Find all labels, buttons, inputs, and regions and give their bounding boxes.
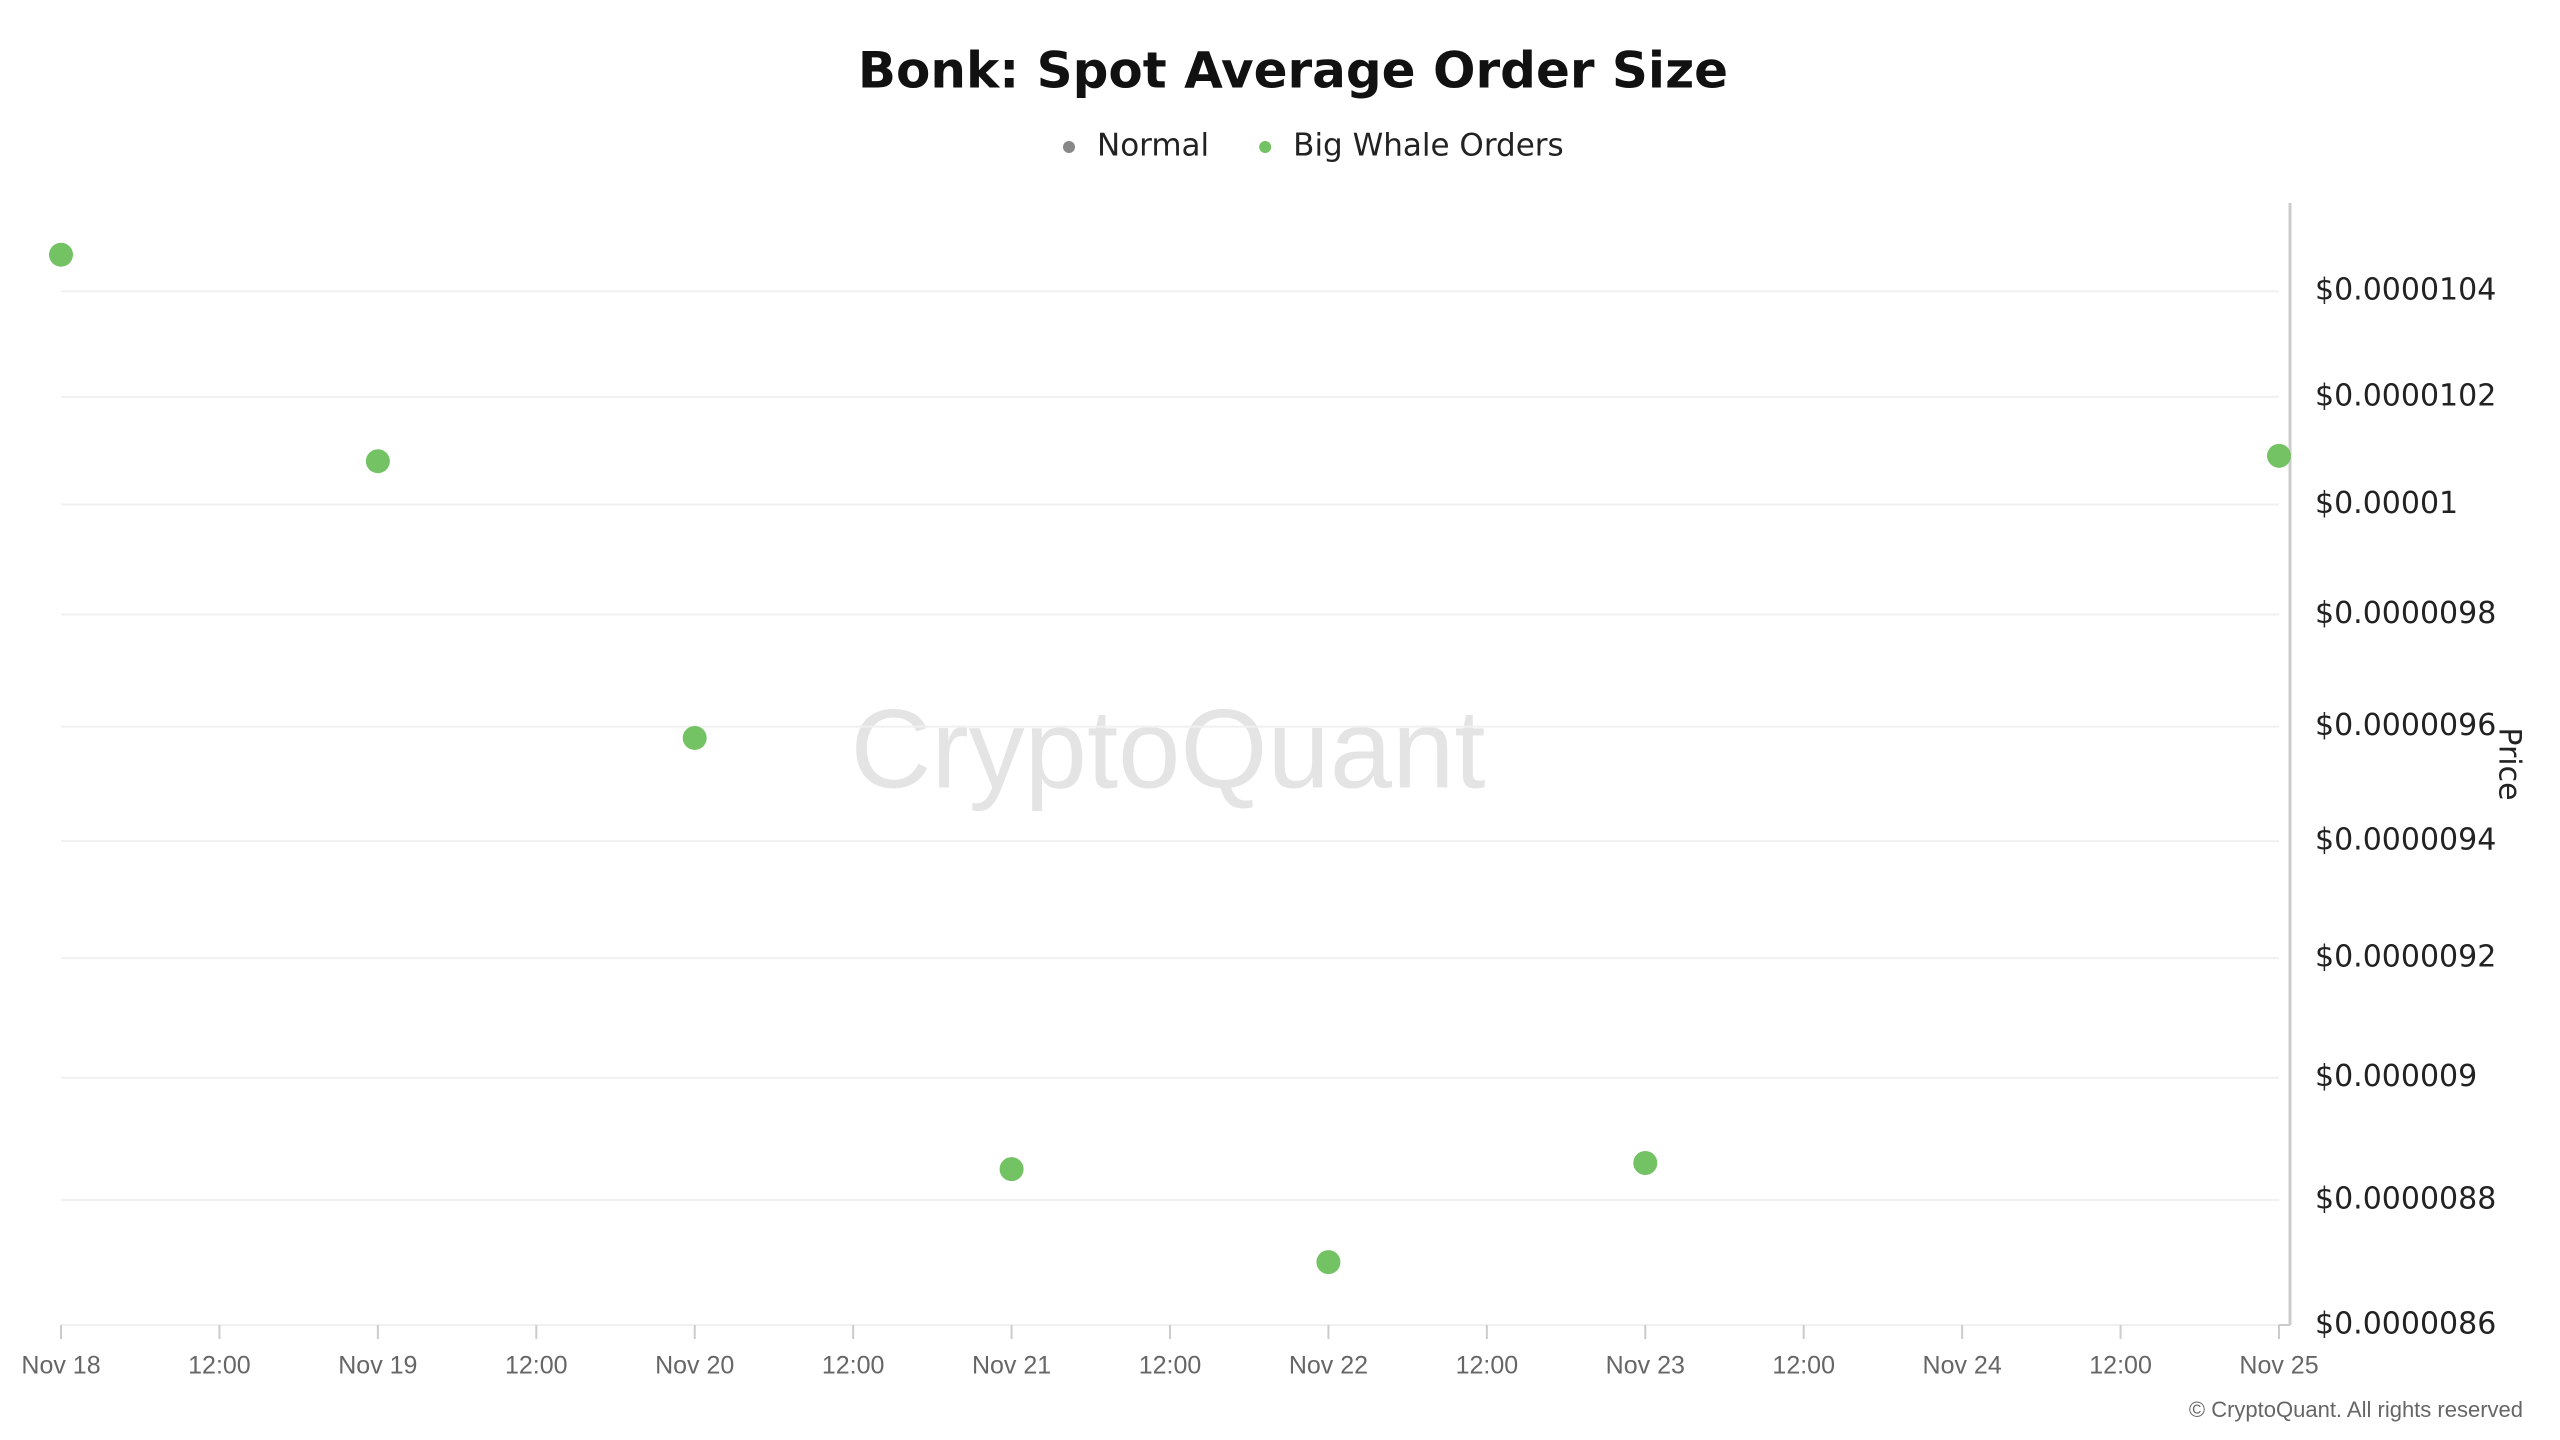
watermark: CryptoQuant (851, 687, 1486, 812)
x-tick-label: Nov 23 (1606, 1352, 1685, 1380)
x-tick-label: Nov 18 (21, 1352, 100, 1380)
y-tick-label: $0.000009 (2315, 1059, 2477, 1094)
y-tick-label: $0.0000104 (2315, 273, 2496, 308)
x-tick-label: 12:00 (2089, 1352, 2152, 1380)
y-tick-label: $0.0000092 (2315, 940, 2496, 975)
data-point (49, 242, 73, 267)
data-point (365, 449, 390, 474)
y-tick-label: $0.0000096 (2315, 708, 2496, 743)
data-point (2267, 443, 2291, 468)
legend-marker (1259, 141, 1272, 153)
x-tick-label: Nov 21 (972, 1352, 1051, 1380)
x-tick-label: 12:00 (1772, 1352, 1835, 1380)
y-tick-label: $0.0000094 (2315, 823, 2496, 858)
y-tick-label: $0.00001 (2315, 486, 2458, 521)
data-point (1316, 1250, 1341, 1275)
x-tick-label: 12:00 (1139, 1352, 1202, 1380)
legend-label: Big Whale Orders (1293, 128, 1564, 164)
x-tick-label: Nov 19 (338, 1352, 417, 1380)
credit: © CryptoQuant. All rights reserved (2189, 1397, 2523, 1422)
x-tick-label: Nov 25 (2239, 1352, 2318, 1380)
legend-marker (1063, 141, 1075, 153)
x-tick-label: Nov 22 (1289, 1352, 1368, 1380)
x-tick-label: Nov 20 (655, 1352, 734, 1380)
data-point (1633, 1150, 1658, 1175)
y-tick-label: $0.0000098 (2315, 596, 2496, 631)
x-tick-label: 12:00 (505, 1352, 568, 1380)
y-tick-label: $0.0000102 (2315, 378, 2496, 413)
legend-label: Normal (1097, 128, 1209, 164)
data-point (682, 725, 707, 750)
x-tick-label: 12:00 (188, 1352, 251, 1380)
y-tick-label: $0.0000086 (2315, 1307, 2496, 1342)
x-tick-label: 12:00 (822, 1352, 885, 1380)
chart-title: Bonk: Spot Average Order Size (858, 42, 1728, 100)
x-tick-label: Nov 24 (1923, 1352, 2002, 1380)
data-point (999, 1157, 1024, 1182)
y-tick-label: $0.0000088 (2315, 1181, 2496, 1216)
x-tick-label: 12:00 (1456, 1352, 1519, 1380)
y-axis-label: Price (2492, 727, 2527, 800)
